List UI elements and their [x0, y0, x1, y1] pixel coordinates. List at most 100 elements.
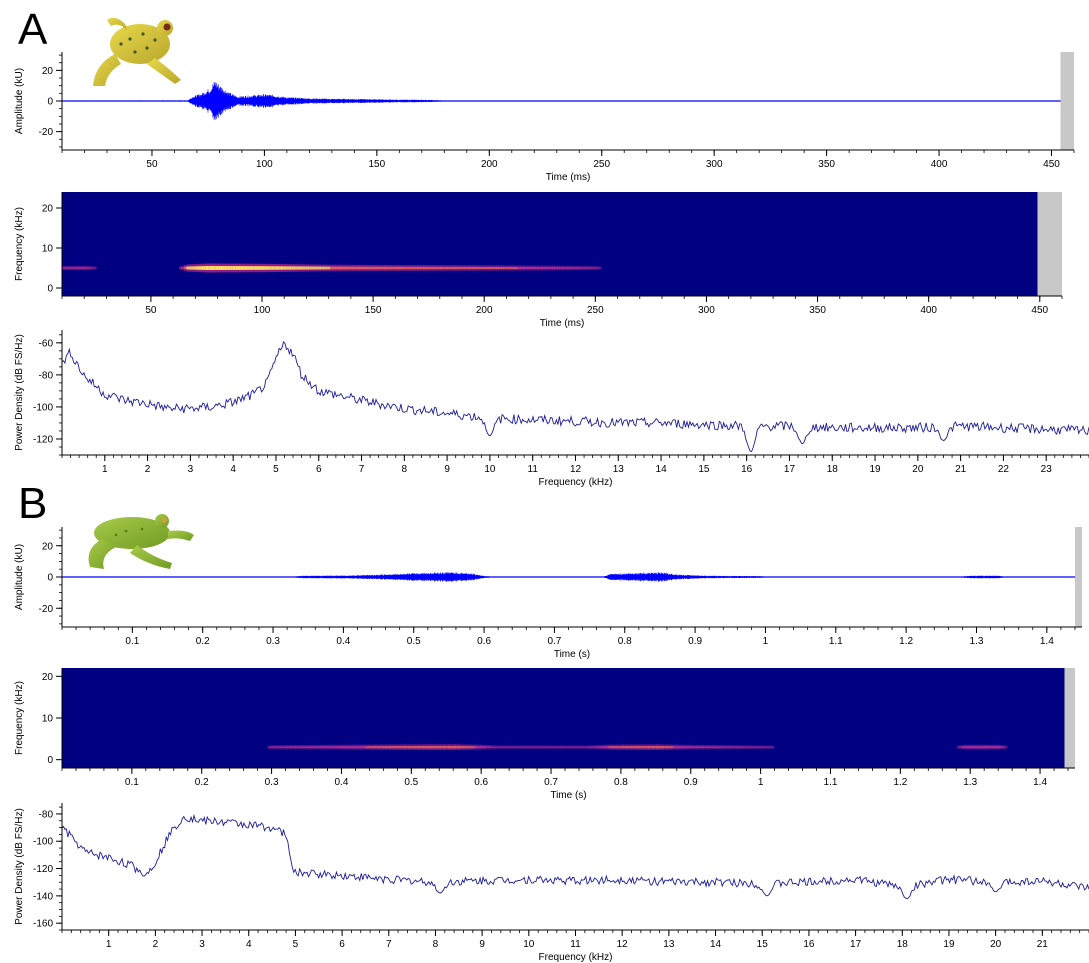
- spectrogram-band-core: [723, 746, 727, 748]
- spectrogram-band-core: [470, 746, 474, 749]
- spectrogram-band-core: [600, 746, 604, 749]
- spectrogram-band-core: [691, 746, 695, 749]
- spectrogram-band-core: [701, 746, 705, 749]
- y-tick-label: -120: [33, 864, 53, 875]
- spectrogram-band-core: [74, 267, 78, 269]
- spectrogram-band-core: [464, 266, 468, 270]
- spectrogram-band-core: [383, 266, 387, 270]
- spectrogram-band-core: [198, 266, 202, 270]
- spectrogram-band-core: [386, 266, 390, 270]
- spectrogram-band-core: [471, 266, 475, 270]
- spectrogram-band-core: [240, 266, 243, 270]
- spectrogram-band-core: [330, 266, 334, 270]
- spectrogram-band-core: [550, 746, 554, 748]
- spectrogram-band-glow: [585, 745, 589, 749]
- spectrogram-band-core: [280, 746, 284, 748]
- spectrogram-band-core: [1004, 746, 1008, 748]
- spectrogram-band-core: [563, 746, 567, 748]
- spectrogram-band-core: [959, 746, 963, 748]
- spectrogram-band-core: [663, 746, 667, 749]
- y-tick-label: 20: [42, 541, 54, 552]
- spectrogram-band-core: [327, 266, 331, 270]
- x-tick-label: 1.1: [824, 777, 838, 788]
- spectrogram-band-core: [220, 266, 224, 270]
- spectrogram-band-core: [430, 266, 434, 270]
- spectrogram-band-core: [678, 746, 682, 749]
- x-tick-label: 19: [869, 464, 881, 475]
- spectrogram-band-core: [301, 266, 304, 270]
- spectrogram-band-core: [549, 267, 553, 269]
- spectrogram-band-core: [452, 745, 456, 749]
- spectrogram-band-core: [688, 746, 692, 749]
- spectrogram-band-core: [447, 745, 451, 749]
- spectrogram-band-core: [435, 266, 439, 270]
- spectrogram-band-core: [440, 266, 443, 270]
- spectrogram-band-core: [596, 267, 600, 269]
- spectrogram-band-core: [370, 746, 374, 749]
- waveform-trace: [61, 82, 1061, 120]
- spectrogram-band-core: [574, 267, 578, 269]
- spectrogram-band-core: [293, 266, 297, 270]
- spectrogram-band-core: [625, 746, 629, 749]
- spectrogram-band-core: [555, 746, 559, 748]
- spectrogram-band-core: [377, 746, 381, 749]
- spectrogram-band-core: [538, 746, 542, 748]
- spectrogram-band-core: [366, 266, 370, 270]
- x-tick-label: 1.3: [970, 636, 984, 647]
- x-tick-label: 4: [246, 939, 252, 950]
- spectrogram-band-core: [736, 746, 740, 748]
- spectrogram-band-core: [422, 266, 426, 270]
- chart-B-spec: 0.1 0.2 0.3 0.4 0.5 0.6 0.7 0.8 0.9 1 1.1 1.2 1.3 1.4…: [14, 668, 1075, 801]
- x-tick-label: 13: [613, 464, 625, 475]
- spectrogram-band-core: [435, 745, 439, 749]
- spectrogram-band-core: [686, 746, 690, 749]
- y-tick-label: 0: [47, 97, 53, 108]
- spectrogram-band-core: [186, 266, 190, 270]
- spectrogram-band-core: [372, 746, 376, 749]
- spectrogram-band-glow: [583, 745, 587, 749]
- spectrogram-band-core: [488, 746, 492, 748]
- spectrogram-band-glow: [88, 266, 92, 270]
- spectrogram-band-core: [444, 266, 448, 270]
- x-tick-label: 21: [955, 464, 967, 475]
- spectrogram-band-core: [525, 746, 529, 748]
- spectrogram-band-core: [340, 266, 343, 270]
- spectrogram-band-core: [385, 746, 389, 749]
- x-tick-label: 23: [1041, 464, 1053, 475]
- spectrogram-band-core: [469, 266, 473, 270]
- spectrogram-band-core: [93, 267, 97, 269]
- spectrogram-band-core: [354, 266, 358, 270]
- spectrogram-band-core: [763, 746, 767, 748]
- spectrogram-band-core: [476, 266, 480, 270]
- spectrogram-band-core: [275, 746, 279, 748]
- spectrogram-band-core: [615, 746, 619, 749]
- spectrogram-band-core: [91, 267, 95, 269]
- spectrogram-band-core: [575, 746, 579, 748]
- spectrogram-band-core: [613, 746, 617, 749]
- x-tick-label: 200: [481, 159, 498, 170]
- spectrogram-band-core: [254, 266, 258, 270]
- spectrogram-band-core: [593, 746, 597, 748]
- spectrogram-band-core: [201, 266, 204, 270]
- y-tick-label: -80: [39, 370, 54, 381]
- spectrogram-band-core: [510, 266, 514, 270]
- spectrogram-band-core: [371, 266, 375, 270]
- spectrogram-band-core: [69, 267, 73, 269]
- spectrogram-band-core: [242, 266, 246, 270]
- spectrogram-band-glow: [543, 745, 547, 749]
- x-tick-label: 0.5: [407, 636, 421, 647]
- spectrogram-band-glow: [766, 745, 770, 749]
- spectrogram-band-core: [532, 267, 536, 269]
- y-tick-label: -20: [39, 604, 54, 615]
- spectrogram-band-core: [989, 746, 993, 749]
- spectrogram-band-glow: [270, 745, 274, 750]
- spectrogram-band-core: [432, 266, 436, 270]
- spectrogram-band-glow: [520, 745, 524, 749]
- spectrogram-band-core: [491, 266, 495, 270]
- y-tick-label: -120: [33, 434, 53, 445]
- x-tick-label: 0.2: [196, 636, 210, 647]
- spectrogram-band-core: [286, 266, 290, 270]
- spectrogram-band-core: [565, 746, 569, 748]
- x-tick-label: 1.1: [829, 636, 843, 647]
- spectrogram-background: [62, 668, 1065, 768]
